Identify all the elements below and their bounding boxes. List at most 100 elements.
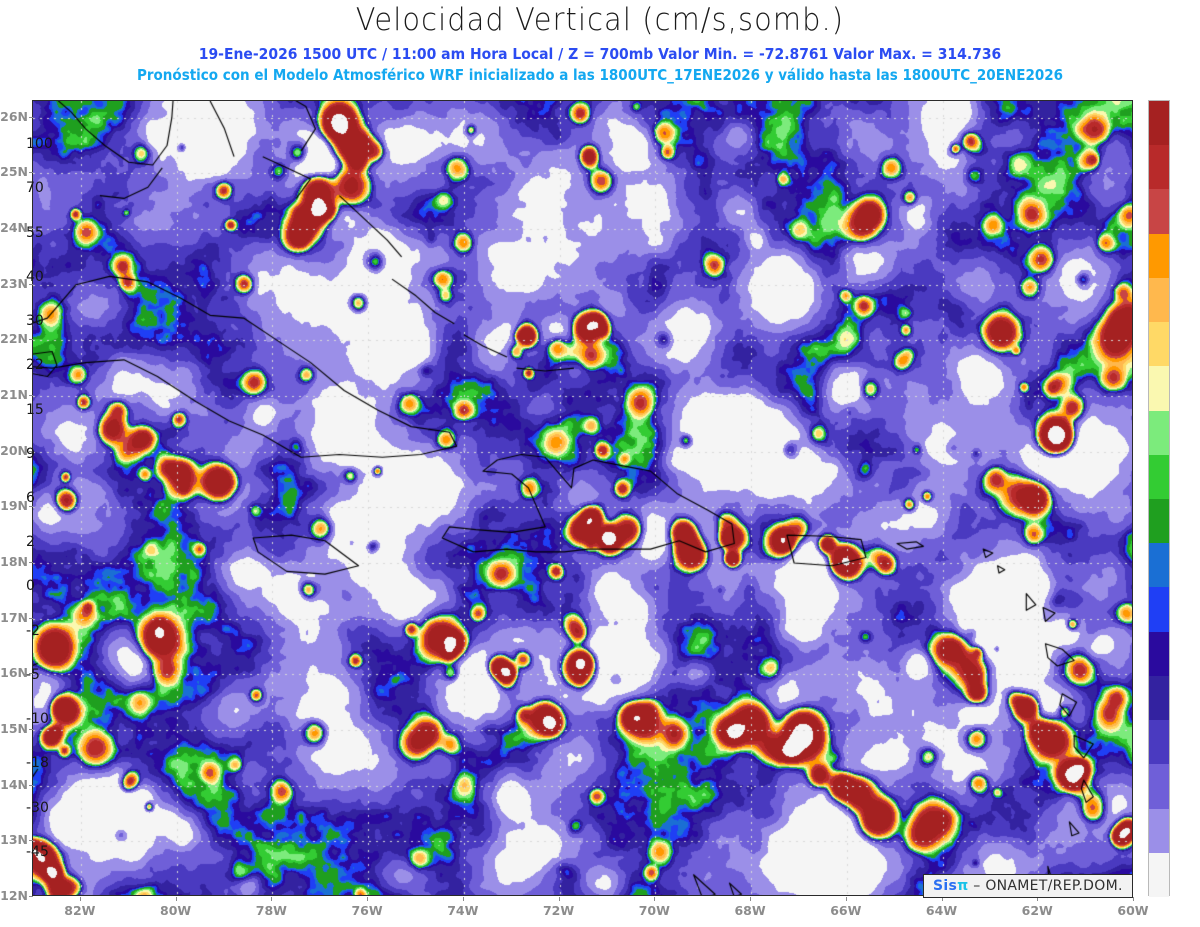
- colorbar-band: [1149, 675, 1169, 721]
- x-axis-tick: [941, 897, 943, 901]
- y-axis-tick: [29, 172, 33, 174]
- colorbar-band: [1149, 410, 1169, 455]
- colorbar-tick-label: 9: [26, 445, 35, 462]
- y-axis-label: 24N: [0, 220, 28, 236]
- colorbar-tick-label: -18: [26, 755, 49, 772]
- credit-pi-symbol: π: [957, 878, 969, 894]
- colorbar-tick-label: -45: [26, 843, 49, 860]
- x-axis-tick: [1133, 897, 1134, 901]
- x-axis-label: 74W: [447, 903, 479, 918]
- y-axis-label: 18N: [0, 554, 28, 569]
- y-axis-tick: [29, 228, 33, 230]
- y-axis-tick: [29, 116, 33, 118]
- x-axis-tick: [175, 897, 177, 901]
- y-axis-tick: [29, 896, 33, 897]
- colorbar-band: [1149, 498, 1169, 544]
- x-axis-label: 80W: [160, 903, 192, 918]
- x-axis-label: 64W: [925, 903, 958, 918]
- y-axis-tick: [29, 283, 33, 285]
- y-axis-label: 15N: [0, 721, 28, 736]
- y-axis-label: 23N: [0, 275, 28, 291]
- x-axis-tick: [1037, 897, 1039, 901]
- x-axis-label: 76W: [351, 903, 383, 918]
- colorbar-band: [1149, 852, 1169, 897]
- page-title: Velocidad Vertical (cm/s,somb.): [355, 2, 845, 38]
- y-axis-label: 20N: [0, 442, 28, 458]
- x-axis-label: 62W: [1021, 903, 1053, 918]
- x-axis-label: 78W: [255, 903, 287, 918]
- chart-subtitle-secondary: Pronóstico con el Modelo Atmosférico WRF…: [136, 66, 1064, 84]
- colorbar-tick-label: 2: [26, 534, 35, 551]
- y-axis-label: 12N: [0, 888, 28, 903]
- credit-sis-text: Sis: [933, 878, 958, 894]
- x-axis-tick: [750, 897, 752, 901]
- y-axis-label: 19N: [0, 498, 28, 514]
- x-axis-tick: [271, 897, 273, 901]
- x-axis-label: 70W: [638, 903, 670, 918]
- colorbar-tick-label: 0: [26, 578, 35, 595]
- coastline-overlay: [33, 101, 1132, 895]
- x-axis-tick: [654, 897, 656, 901]
- colorbar-tick-label: 40: [26, 268, 44, 285]
- colorbar-band: [1149, 189, 1169, 234]
- x-axis-label: 68W: [734, 903, 766, 918]
- y-axis-tick: [29, 840, 33, 842]
- colorbar-tick-label: -5: [26, 666, 40, 683]
- colorbar-band: [1149, 764, 1169, 809]
- colorbar-band: [1149, 277, 1169, 323]
- x-axis-label: 82W: [64, 903, 96, 918]
- colorbar-tick-label: 30: [26, 313, 44, 330]
- chart-subtitle-primary: 19-Ene-2026 1500 UTC / 11:00 am Hora Loc…: [198, 45, 1002, 63]
- y-axis-tick: [29, 506, 33, 508]
- y-axis-label: 17N: [0, 609, 28, 625]
- x-axis-label: 72W: [542, 903, 575, 918]
- y-axis-label: 14N: [0, 776, 28, 792]
- y-axis-label: 21N: [0, 387, 28, 403]
- y-axis-tick: [29, 450, 33, 452]
- colorbar-legend: [1148, 100, 1170, 897]
- colorbar-band: [1149, 587, 1169, 632]
- colorbar-band: [1149, 233, 1169, 278]
- colorbar-tick-label: 6: [26, 490, 35, 506]
- y-axis-label: 26N: [0, 108, 28, 124]
- colorbar-tick-label: -10: [26, 711, 49, 728]
- colorbar-band: [1149, 454, 1169, 499]
- colorbar-band: [1149, 720, 1169, 765]
- colorbar-tick-label: 15: [26, 401, 44, 418]
- x-axis-label: 60W: [1117, 903, 1149, 918]
- credit-org-text: – ONAMET/REP.DOM.: [973, 878, 1123, 894]
- map-plot-area: [32, 100, 1133, 896]
- x-axis-tick: [558, 897, 560, 901]
- colorbar-band: [1149, 808, 1169, 853]
- colorbar-gradient: [1148, 100, 1170, 897]
- y-axis-tick: [29, 339, 33, 341]
- x-axis-label: 66W: [830, 903, 862, 918]
- x-axis-tick: [845, 897, 847, 901]
- colorbar-tick-label: 22: [26, 357, 44, 374]
- attribution-badge: Sis π – ONAMET/REP.DOM.: [923, 874, 1133, 898]
- colorbar-band: [1149, 101, 1169, 146]
- x-axis-tick: [462, 897, 464, 901]
- y-axis-tick: [29, 617, 33, 619]
- y-axis-tick: [29, 395, 33, 397]
- x-axis-tick: [79, 897, 81, 901]
- colorbar-band: [1149, 145, 1169, 190]
- y-axis-tick: [29, 729, 33, 730]
- colorbar-band: [1149, 366, 1169, 411]
- y-axis-tick: [29, 562, 33, 563]
- colorbar-tick-label: 100: [26, 136, 53, 153]
- colorbar-band: [1149, 631, 1169, 676]
- chart-header: Velocidad Vertical (cm/s,somb.) 19-Ene-2…: [0, 0, 1200, 92]
- colorbar-tick-label: 70: [26, 180, 44, 197]
- y-axis-label: 13N: [0, 832, 28, 848]
- y-axis-label: 22N: [0, 331, 28, 347]
- colorbar-tick-label: 55: [26, 224, 44, 241]
- colorbar-band: [1149, 543, 1169, 588]
- y-axis-tick: [29, 784, 33, 786]
- y-axis-tick: [29, 673, 33, 675]
- colorbar-band: [1149, 322, 1169, 367]
- colorbar-tick-label: -30: [26, 799, 49, 816]
- x-axis-tick: [367, 897, 369, 901]
- y-axis-label: 16N: [0, 665, 28, 681]
- y-axis-label: 25N: [0, 164, 28, 180]
